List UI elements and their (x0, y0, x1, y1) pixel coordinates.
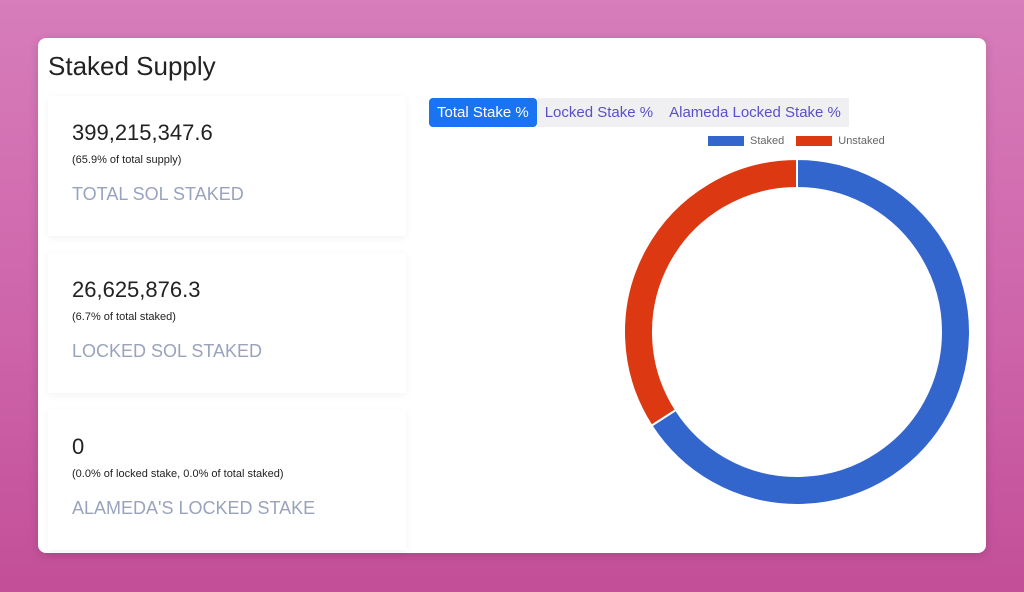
page-title: Staked Supply (48, 51, 216, 81)
legend-label-staked: Staked (750, 135, 785, 147)
stat-value: 0 (72, 434, 85, 459)
tab-total-stake[interactable]: Total Stake % (429, 98, 537, 127)
stat-alameda-locked-stake: 0 (0.0% of locked stake, 0.0% of total s… (48, 410, 406, 550)
chart-legend: Staked Unstaked (708, 135, 885, 147)
legend-swatch-staked[interactable] (708, 136, 744, 146)
stat-sub: (6.7% of total staked) (72, 311, 176, 323)
tab-locked-stake[interactable]: Locked Stake % (536, 98, 662, 127)
donut-chart (623, 157, 971, 506)
legend-label-unstaked: Unstaked (838, 135, 885, 147)
legend-swatch-unstaked[interactable] (796, 136, 833, 146)
stat-value: 399,215,347.6 (72, 120, 213, 145)
stat-sub: (65.9% of total supply) (72, 154, 182, 166)
stat-label: TOTAL SOL STAKED (72, 184, 244, 204)
stat-label: ALAMEDA'S LOCKED STAKE (72, 498, 316, 518)
stat-total-sol-staked: 399,215,347.6 (65.9% of total supply) TO… (48, 96, 406, 236)
stat-sub: (0.0% of locked stake, 0.0% of total sta… (72, 468, 284, 480)
chart-tabs: Total Stake % Locked Stake % Alameda Loc… (429, 98, 849, 127)
donut-slice-staked[interactable] (650, 157, 971, 506)
tab-alameda-locked-stake[interactable]: Alameda Locked Stake % (661, 98, 849, 127)
stat-label: LOCKED SOL STAKED (72, 341, 263, 361)
staked-supply-card: Staked Supply 399,215,347.6 (65.9% of to… (38, 38, 986, 553)
donut-slice-unstaked[interactable] (623, 157, 798, 427)
stat-locked-sol-staked: 26,625,876.3 (6.7% of total staked) LOCK… (48, 253, 406, 393)
stat-value: 26,625,876.3 (72, 277, 201, 302)
